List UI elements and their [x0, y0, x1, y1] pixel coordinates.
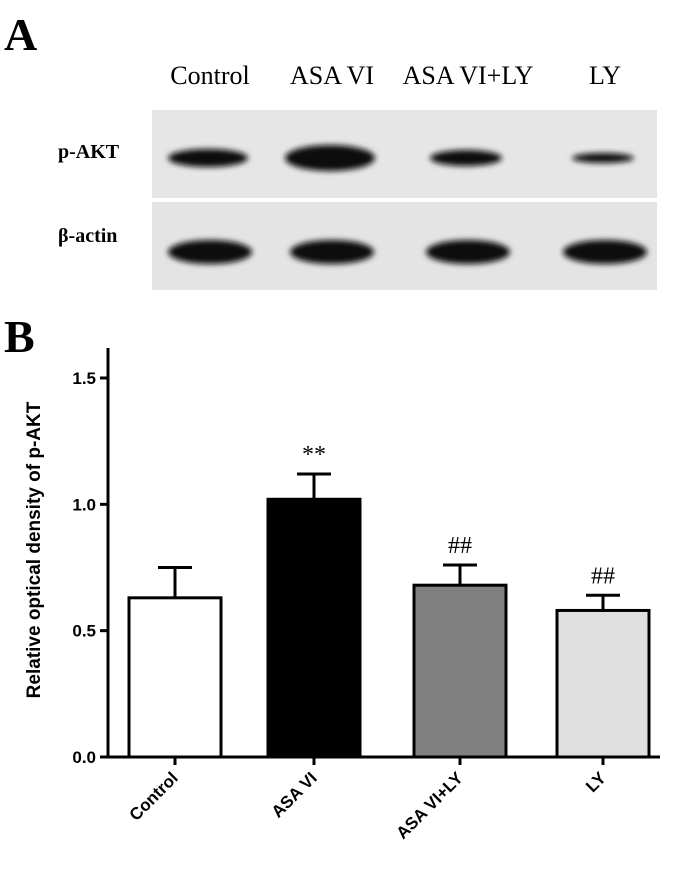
panel-label: A — [4, 9, 37, 60]
y-axis-label: Relative optical density of p-AKT — [24, 401, 45, 698]
significance-label: ## — [448, 533, 472, 559]
bar — [412, 583, 508, 759]
band — [285, 145, 375, 171]
lane-label: Control — [170, 61, 249, 90]
x-tick-label: ASA VI — [268, 768, 321, 821]
panel-label: B — [4, 311, 35, 362]
band — [168, 149, 248, 167]
band — [563, 240, 647, 264]
y-tick-label: 0.0 — [72, 748, 96, 767]
x-tick-label: ASA VI+LY — [392, 768, 467, 843]
lane-label: LY — [589, 61, 621, 90]
x-tick-label: Control — [126, 768, 182, 824]
row-label: β-actin — [58, 225, 117, 247]
lane-label: ASA VI+LY — [403, 61, 534, 90]
band — [168, 240, 252, 264]
significance-label: ** — [302, 442, 326, 468]
band — [290, 240, 374, 264]
bar — [266, 497, 362, 759]
chart: 0.0 0.5 1.0 1.5 Control ASA VI ** ASA VI+LY ## LY… — [72, 348, 660, 843]
significance-label: ## — [591, 563, 615, 589]
lane-label: ASA VI — [290, 61, 374, 90]
blot: Control ASA VI ASA VI+LY LY p-AKT β-actin — [58, 61, 647, 264]
row-label: p-AKT — [58, 141, 120, 163]
y-tick-label: 1.0 — [72, 495, 96, 514]
band — [426, 240, 510, 264]
band — [572, 153, 634, 163]
bar — [555, 608, 651, 759]
bar — [127, 596, 223, 759]
x-tick-label: LY — [582, 768, 610, 796]
y-tick-label: 0.5 — [72, 622, 96, 641]
y-tick-label: 1.5 — [72, 369, 96, 388]
band — [430, 150, 502, 166]
